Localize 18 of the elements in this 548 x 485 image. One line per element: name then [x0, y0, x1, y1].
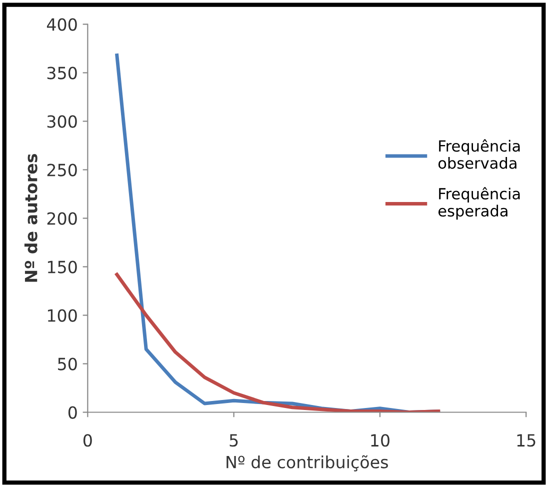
x-tick-label: 15: [517, 434, 536, 447]
x-tick-label: 5: [230, 434, 238, 447]
y-tick-label: 0: [68, 406, 77, 419]
y-tick-label: 50: [58, 358, 77, 370]
x-tick-label: 0: [83, 434, 92, 447]
x-axis-title: Nº de contribuições: [226, 455, 388, 472]
y-tick-label: 200: [47, 212, 77, 225]
y-tick-label: 250: [47, 164, 77, 176]
y-tick-label: 350: [47, 66, 77, 80]
legend-label: Frequência observada: [438, 139, 520, 169]
legend-label: Frequência esperada: [438, 187, 520, 220]
line-series: [115, 272, 440, 412]
x-tick-label: 10: [371, 434, 390, 447]
y-tick-label: 100: [48, 309, 77, 322]
y-tick-label: 300: [47, 115, 77, 128]
y-tick-label: 400: [46, 18, 77, 31]
y-tick-label: 150: [48, 260, 77, 274]
y-axis-title: Nº de autores: [24, 154, 38, 282]
